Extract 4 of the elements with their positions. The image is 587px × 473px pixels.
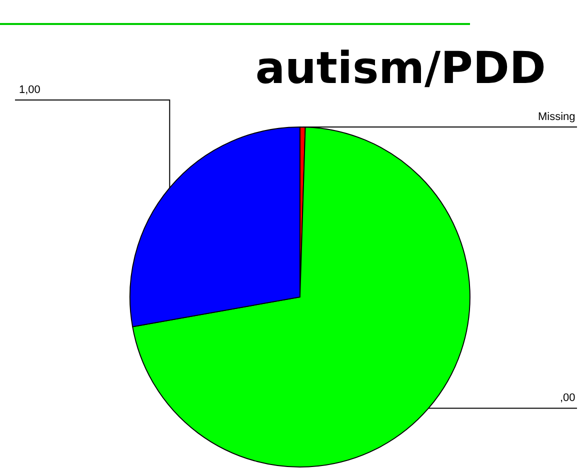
slice-label: Missing — [538, 111, 576, 123]
slice-label: ,00 — [560, 392, 576, 404]
slice-label: 1,00 — [19, 84, 40, 96]
chart-title: autism/PDD — [255, 43, 546, 94]
